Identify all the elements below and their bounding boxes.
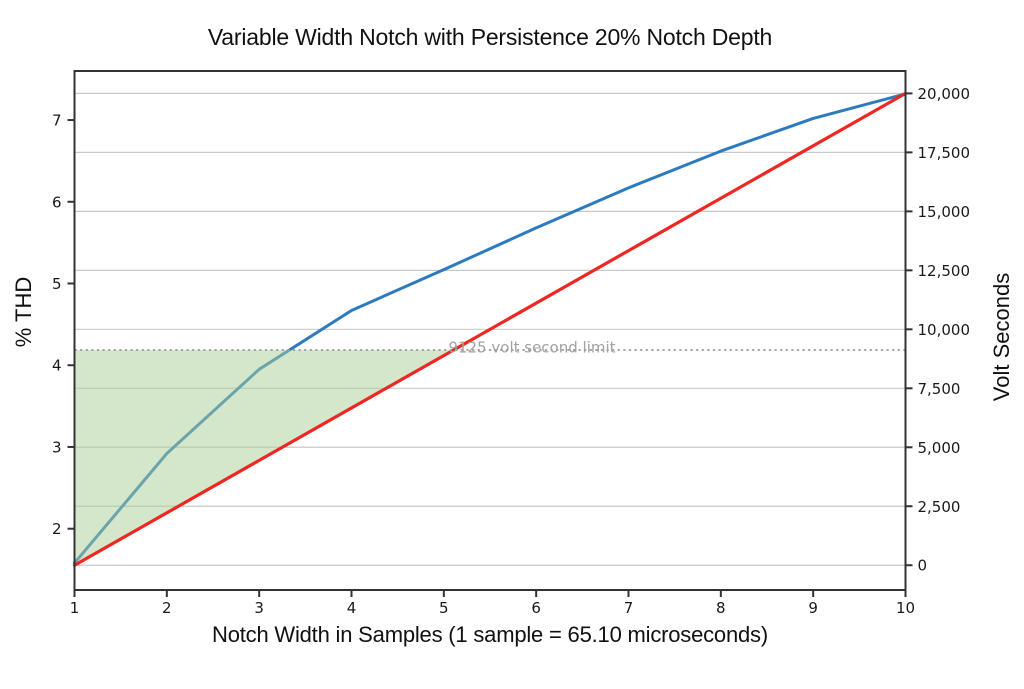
plot-border [73, 70, 907, 591]
right-tick-label: 10,000 [918, 321, 971, 339]
left-tick-label: 6 [52, 193, 62, 211]
x-tick-label: 8 [716, 599, 726, 617]
right-tick-label: 0 [918, 557, 928, 575]
right-tick-label: 12,500 [918, 262, 971, 280]
y-axis-label-right: Volt Seconds [989, 272, 1014, 402]
y-axis-label-left: % THD [11, 276, 36, 348]
volt-seconds-line [72, 91, 908, 567]
x-tick-label: 10 [896, 599, 915, 617]
right-tick-label: 20,000 [918, 85, 971, 103]
left-tick-label: 2 [52, 520, 62, 538]
right-tick-label: 15,000 [918, 203, 971, 221]
x-tick-label: 3 [254, 599, 264, 617]
right-tick-label: 7,500 [918, 380, 961, 398]
chart-title: Variable Width Notch with Persistence 20… [207, 24, 773, 50]
right-tick-label: 17,500 [918, 144, 971, 162]
x-tick-label: 6 [531, 599, 541, 617]
left-tick-label: 7 [52, 112, 62, 130]
x-tick-label: 5 [439, 599, 449, 617]
left-tick-label: 4 [52, 357, 62, 375]
x-tick-label: 9 [808, 599, 818, 617]
x-tick-label: 4 [347, 599, 357, 617]
right-tick-label: 5,000 [918, 439, 961, 457]
right-tick-label: 2,500 [918, 498, 961, 516]
x-axis-label: Notch Width in Samples (1 sample = 65.10… [212, 622, 768, 647]
x-tick-label: 2 [162, 599, 172, 617]
x-tick-label: 7 [624, 599, 634, 617]
limit-label: 9125 volt second limit [448, 338, 615, 356]
left-tick-label: 3 [52, 438, 62, 456]
left-tick-label: 5 [52, 275, 62, 293]
x-tick-label: 1 [70, 599, 80, 617]
